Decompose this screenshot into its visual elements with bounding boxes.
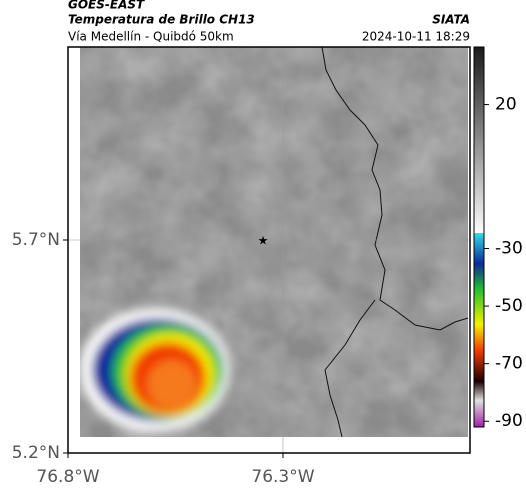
colorbar-tick-label: -70	[495, 354, 523, 374]
colorbar-tick-label: -90	[495, 411, 523, 431]
colorbar-tick-label: -30	[495, 239, 523, 259]
x-tick-label: 76.3°W	[251, 467, 314, 487]
colorbar-tick-label: -50	[495, 296, 523, 316]
y-tick-label: 5.7°N	[12, 230, 60, 250]
colorbar	[473, 46, 485, 428]
city-marker: ★	[258, 234, 269, 248]
product: Temperatura de Brillo CH13	[68, 13, 255, 27]
region: Vía Medellín - Quibdó 50km	[68, 30, 234, 44]
x-tick-label: 76.8°W	[36, 467, 99, 487]
y-tick-label: 5.2°N	[12, 443, 60, 463]
map-frame	[67, 46, 471, 454]
boundary	[324, 299, 376, 438]
boundary	[321, 46, 469, 331]
satellite-image	[80, 47, 468, 437]
colorbar-tick-label: 20	[495, 95, 517, 115]
source: SIATA	[432, 13, 470, 27]
datetime: 2024-10-11 18:29	[362, 30, 470, 44]
satellite: GOES-EAST	[68, 0, 145, 12]
